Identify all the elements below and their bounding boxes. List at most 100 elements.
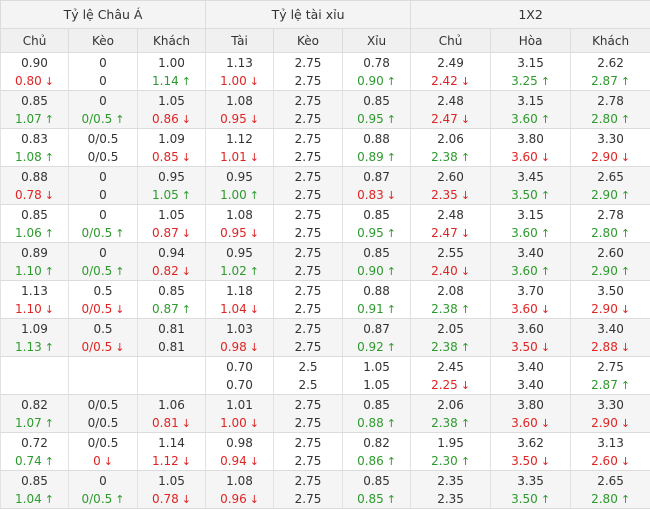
arrow-up-icon: ↑: [45, 151, 54, 164]
odds-cell-opening: 3.40: [571, 319, 650, 339]
odds-cell-opening: 0.5: [69, 281, 138, 301]
odds-cell-live: 0.85↓: [138, 148, 206, 167]
odds-value: 1.01: [220, 150, 247, 164]
odds-value: 0.95: [226, 246, 253, 260]
odds-cell-live: 3.25↑: [491, 72, 571, 91]
col-header-1x2-away: Khách: [571, 29, 650, 53]
odds-value: 2.90: [591, 150, 618, 164]
odds-value: 1.06: [15, 226, 42, 240]
odds-cell-opening: 0.5: [69, 319, 138, 339]
arrow-up-icon: ↑: [387, 265, 396, 278]
arrow-down-icon: ↓: [461, 227, 470, 240]
odds-value: 2.75: [295, 454, 322, 468]
odds-value: 0.95: [357, 226, 384, 240]
odds-cell-live: 0.86↓: [138, 110, 206, 129]
odds-cell-opening: 3.35: [491, 471, 571, 491]
arrow-up-icon: ↑: [387, 341, 396, 354]
odds-value: 3.60: [511, 302, 538, 316]
odds-value: 0.5: [93, 322, 112, 336]
odds-cell-live: 1.14↑: [138, 72, 206, 91]
odds-cell-opening: 0/0.5: [69, 395, 138, 415]
odds-value: 0.90: [21, 56, 48, 70]
arrow-down-icon: ↓: [45, 189, 54, 202]
odds-value: 2.90: [591, 416, 618, 430]
arrow-down-icon: ↓: [250, 417, 259, 430]
arrow-up-icon: ↑: [461, 341, 470, 354]
odds-value: 2.75: [295, 492, 322, 506]
arrow-down-icon: ↓: [182, 113, 191, 126]
odds-cell-opening: 1.09: [138, 129, 206, 149]
odds-cell-opening: 3.62: [491, 433, 571, 453]
odds-value: 0.90: [357, 74, 384, 88]
odds-cell-opening: 3.15: [491, 53, 571, 73]
arrow-down-icon: ↓: [250, 493, 259, 506]
col-header-1x2-home: Chủ: [411, 29, 491, 53]
arrow-down-icon: ↓: [250, 303, 259, 316]
odds-cell-live: 2.75: [274, 148, 343, 167]
arrow-up-icon: ↑: [387, 151, 396, 164]
odds-value: 0.85: [21, 94, 48, 108]
arrow-down-icon: ↓: [541, 151, 550, 164]
odds-cell-live: 2.80↑: [571, 224, 650, 243]
odds-value: 0/0.5: [88, 132, 119, 146]
odds-value: 0.81: [152, 416, 179, 430]
odds-value: 2.62: [597, 56, 624, 70]
odds-cell-live: 0.87↓: [138, 224, 206, 243]
group-header-1x2: 1X2: [411, 1, 650, 29]
arrow-up-icon: ↑: [621, 227, 630, 240]
odds-cell-live: 2.90↓: [571, 414, 650, 433]
odds-value: 2.75: [295, 322, 322, 336]
odds-cell-opening: 2.75: [274, 243, 343, 263]
odds-value: 2.08: [437, 284, 464, 298]
odds-value: 0.90: [357, 264, 384, 278]
odds-value: 2.87: [591, 378, 618, 392]
odds-value: 0.83: [21, 132, 48, 146]
odds-cell-live: 1.00↓: [206, 414, 274, 433]
odds-cell-live: 1.05↑: [138, 186, 206, 205]
odds-value: 2.75: [295, 74, 322, 88]
odds-value: 1.12: [152, 454, 179, 468]
odds-value: 2.48: [437, 94, 464, 108]
odds-cell-live: 2.47↓: [411, 224, 491, 243]
odds-cell-live: 1.08↑: [1, 148, 69, 167]
odds-cell-opening: 1.00: [138, 53, 206, 73]
odds-value: 0.85: [357, 492, 384, 506]
odds-cell-opening: 3.60: [491, 319, 571, 339]
odds-cell-opening: 3.15: [491, 205, 571, 225]
odds-value: 3.50: [511, 188, 538, 202]
col-header-line: Kèo: [274, 29, 343, 53]
odds-value: 0.82: [21, 398, 48, 412]
odds-cell-live: 0.95↑: [343, 224, 411, 243]
odds-cell-live: 2.38↑: [411, 414, 491, 433]
odds-value: 0/0.5: [82, 112, 113, 126]
odds-value: 0.81: [158, 322, 185, 336]
odds-value: 0.89: [21, 246, 48, 260]
odds-cell-live: 0.94↓: [206, 452, 274, 471]
odds-cell-opening: 0.85: [1, 91, 69, 111]
arrow-up-icon: ↑: [541, 189, 550, 202]
odds-value: 3.50: [511, 454, 538, 468]
odds-value: 0.91: [357, 302, 384, 316]
group-header-over-under: Tỷ lệ tài xỉu: [206, 1, 411, 29]
odds-cell-opening: 0.85: [343, 395, 411, 415]
odds-cell-live: 1.10↓: [1, 300, 69, 319]
odds-value: 0.86: [357, 454, 384, 468]
odds-cell-opening: 0: [69, 167, 138, 187]
odds-value: 0.87: [363, 322, 390, 336]
odds-cell-opening: 0.72: [1, 433, 69, 453]
odds-value: 0.78: [363, 56, 390, 70]
odds-value: 1.00: [158, 56, 185, 70]
odds-value: 2.75: [295, 132, 322, 146]
odds-cell-live: 0.74↑: [1, 452, 69, 471]
odds-cell-live: 3.60↓: [491, 300, 571, 319]
arrow-down-icon: ↓: [541, 417, 550, 430]
odds-value: 2.75: [597, 360, 624, 374]
odds-cell-live: 2.87↑: [571, 376, 650, 395]
odds-value: 1.05: [363, 378, 390, 392]
odds-value: 0/0.5: [82, 492, 113, 506]
